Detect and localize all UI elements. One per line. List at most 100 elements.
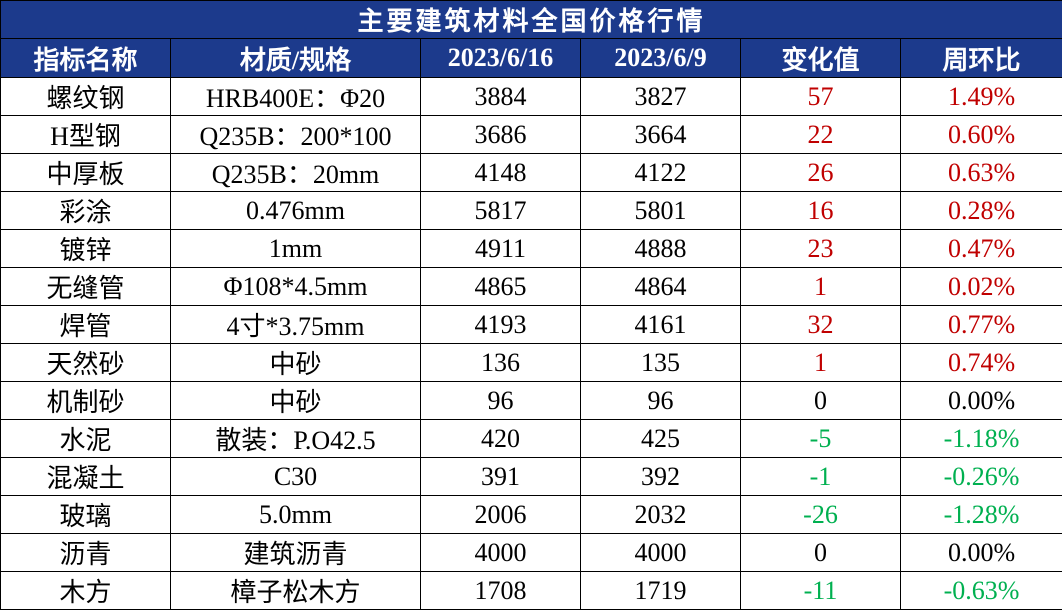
table-cell: 沥青 xyxy=(0,533,171,572)
table-cell: 0.02% xyxy=(899,267,1062,306)
table-cell: 57 xyxy=(740,77,901,116)
table-cell: 0.77% xyxy=(899,305,1062,344)
table-cell: 4865 xyxy=(420,267,581,306)
table-cell: C30 xyxy=(170,457,421,496)
table-cell: 1 xyxy=(740,343,901,382)
table-cell: -1 xyxy=(740,457,901,496)
table-cell: 4864 xyxy=(580,267,741,306)
table-cell: 中砂 xyxy=(170,343,421,382)
table-cell: -0.63% xyxy=(899,571,1062,610)
table-cell: -0.26% xyxy=(899,457,1062,496)
table-cell: 425 xyxy=(580,419,741,458)
table-cell: 135 xyxy=(580,343,741,382)
table-cell: 2006 xyxy=(420,495,581,534)
table-cell: Φ108*4.5mm xyxy=(170,267,421,306)
table-cell: 1.49% xyxy=(899,77,1062,116)
table-cell: 玻璃 xyxy=(0,495,171,534)
table-cell: 1mm xyxy=(170,229,421,268)
table-cell: -11 xyxy=(740,571,901,610)
table-row: 中厚板 Q235B：20mm 4148 4122 26 0.63% xyxy=(0,153,1062,192)
table-cell: 焊管 xyxy=(0,305,171,344)
table-cell: 螺纹钢 xyxy=(0,77,171,116)
table-cell: 4888 xyxy=(580,229,741,268)
table-row: 水泥 散装：P.O42.5 420 425 -5 -1.18% xyxy=(0,419,1062,458)
table-cell: 420 xyxy=(420,419,581,458)
table-cell: 23 xyxy=(740,229,901,268)
table-cell: 4148 xyxy=(420,153,581,192)
table-cell: 4122 xyxy=(580,153,741,192)
table-cell: 天然砂 xyxy=(0,343,171,382)
table-cell: 无缝管 xyxy=(0,267,171,306)
table-cell: 3884 xyxy=(420,77,581,116)
table-cell: -26 xyxy=(740,495,901,534)
table-cell: 3686 xyxy=(420,115,581,154)
table-cell: 4000 xyxy=(580,533,741,572)
table-cell: -5 xyxy=(740,419,901,458)
header-cell: 变化值 xyxy=(740,38,901,78)
table-row: 混凝土 C30 391 392 -1 -0.26% xyxy=(0,457,1062,496)
table-cell: H型钢 xyxy=(0,115,171,154)
table-row: 无缝管 Φ108*4.5mm 4865 4864 1 0.02% xyxy=(0,267,1062,306)
table-body: 螺纹钢 HRB400E：Φ20 3884 3827 57 1.49% H型钢 Q235B：20… xyxy=(0,77,1062,610)
table-cell: 32 xyxy=(740,305,901,344)
table-cell: HRB400E：Φ20 xyxy=(170,77,421,116)
table-cell: 4161 xyxy=(580,305,741,344)
table-row: 焊管 4寸*3.75mm 4193 4161 32 0.77% xyxy=(0,305,1062,344)
table-cell: 96 xyxy=(580,381,741,420)
table-cell: 22 xyxy=(740,115,901,154)
table-cell: 0.476mm xyxy=(170,191,421,230)
table-cell: 16 xyxy=(740,191,901,230)
table-cell: 混凝土 xyxy=(0,457,171,496)
table-row: 玻璃 5.0mm 2006 2032 -26 -1.28% xyxy=(0,495,1062,534)
table-cell: 0.28% xyxy=(899,191,1062,230)
table-cell: 4193 xyxy=(420,305,581,344)
table-cell: Q235B：20mm xyxy=(170,153,421,192)
table-cell: 5817 xyxy=(420,191,581,230)
header-cell: 2023/6/9 xyxy=(580,38,741,78)
header-cell: 指标名称 xyxy=(0,38,171,78)
table-title: 主要建筑材料全国价格行情 xyxy=(0,0,1062,39)
table-cell: -1.18% xyxy=(899,419,1062,458)
table-row: 镀锌 1mm 4911 4888 23 0.47% xyxy=(0,229,1062,268)
table-cell: 水泥 xyxy=(0,419,171,458)
header-cell: 材质/规格 xyxy=(170,38,421,78)
table-cell: 5.0mm xyxy=(170,495,421,534)
table-row: 木方 樟子松木方 1708 1719 -11 -0.63% xyxy=(0,571,1062,610)
table-cell: 散装：P.O42.5 xyxy=(170,419,421,458)
table-cell: 391 xyxy=(420,457,581,496)
table-cell: 5801 xyxy=(580,191,741,230)
table-cell: 1708 xyxy=(420,571,581,610)
table-cell: 136 xyxy=(420,343,581,382)
header-cell: 2023/6/16 xyxy=(420,38,581,78)
table-cell: 0.60% xyxy=(899,115,1062,154)
table-cell: 中厚板 xyxy=(0,153,171,192)
table-cell: 26 xyxy=(740,153,901,192)
table-cell: 1719 xyxy=(580,571,741,610)
table-cell: 0.47% xyxy=(899,229,1062,268)
table-row: 天然砂 中砂 136 135 1 0.74% xyxy=(0,343,1062,382)
table-cell: 0.00% xyxy=(899,533,1062,572)
table-row: H型钢 Q235B：200*100 3686 3664 22 0.60% xyxy=(0,115,1062,154)
table-cell: 建筑沥青 xyxy=(170,533,421,572)
table-cell: 4寸*3.75mm xyxy=(170,305,421,344)
header-row: 指标名称 材质/规格 2023/6/16 2023/6/9 变化值 周环比 xyxy=(0,38,1062,78)
table-cell: 0 xyxy=(740,381,901,420)
table-cell: 4911 xyxy=(420,229,581,268)
table-row: 沥青 建筑沥青 4000 4000 0 0.00% xyxy=(0,533,1062,572)
table-cell: 2032 xyxy=(580,495,741,534)
table-cell: 0.00% xyxy=(899,381,1062,420)
table-cell: 樟子松木方 xyxy=(170,571,421,610)
table-cell: 0.63% xyxy=(899,153,1062,192)
table-row: 机制砂 中砂 96 96 0 0.00% xyxy=(0,381,1062,420)
table-cell: 木方 xyxy=(0,571,171,610)
table-cell: 1 xyxy=(740,267,901,306)
table-cell: 392 xyxy=(580,457,741,496)
table-cell: 0.74% xyxy=(899,343,1062,382)
table-cell: 彩涂 xyxy=(0,191,171,230)
table-cell: 中砂 xyxy=(170,381,421,420)
table-cell: 96 xyxy=(420,381,581,420)
table-cell: 镀锌 xyxy=(0,229,171,268)
table-cell: 3664 xyxy=(580,115,741,154)
table-row: 螺纹钢 HRB400E：Φ20 3884 3827 57 1.49% xyxy=(0,77,1062,116)
